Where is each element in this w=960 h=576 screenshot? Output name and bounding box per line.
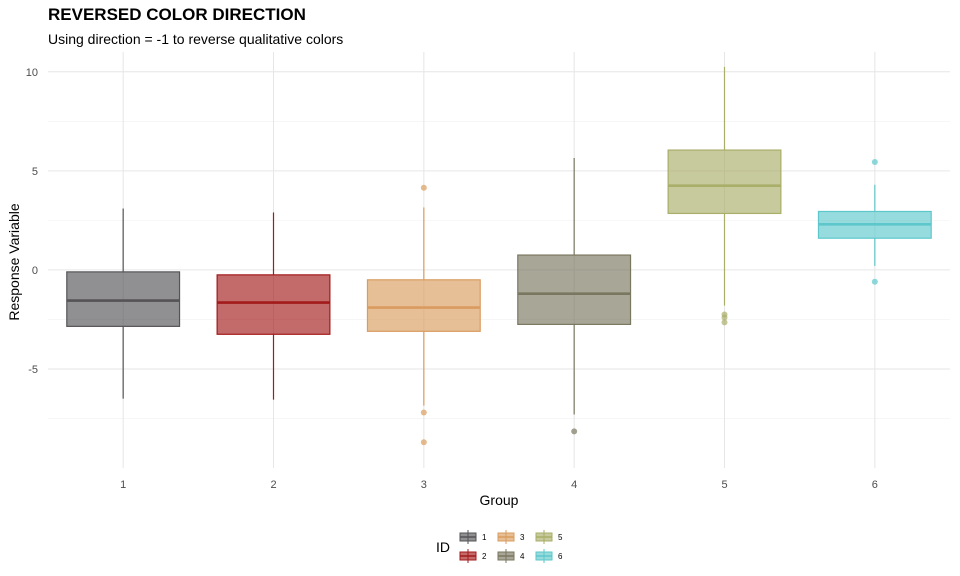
chart-title: REVERSED COLOR DIRECTION (48, 5, 306, 24)
box-group-6 (817, 158, 932, 285)
x-axis-title: Group (480, 492, 519, 508)
y-tick-label: 10 (26, 67, 38, 79)
legend-key-1 (459, 530, 477, 544)
legend-label: 5 (558, 533, 563, 542)
legend-key-4 (497, 549, 515, 563)
legend-label: 4 (520, 552, 525, 561)
x-tick-label: 6 (872, 479, 878, 491)
box (216, 274, 331, 335)
box-group-1 (66, 208, 181, 399)
outlier-point (571, 428, 578, 435)
box (66, 271, 181, 327)
y-tick-label: 5 (32, 166, 38, 178)
legend-label: 3 (520, 533, 525, 542)
outlier-point (871, 158, 878, 165)
legend-label: 1 (482, 533, 487, 542)
y-tick-label: -5 (28, 364, 38, 376)
y-tick-label: 0 (32, 265, 38, 277)
outlier-point (871, 278, 878, 285)
box-group-4 (517, 157, 632, 435)
legend-key-5 (535, 530, 553, 544)
x-tick-label: 1 (120, 479, 126, 491)
box (517, 254, 632, 325)
legend-label: 2 (482, 552, 487, 561)
box-group-3 (366, 184, 481, 446)
x-tick-label: 3 (421, 479, 427, 491)
box-group-2 (216, 212, 331, 400)
outlier-point (721, 314, 728, 321)
legend-key-6 (535, 549, 553, 563)
legend-key-2 (459, 549, 477, 563)
x-tick-label: 4 (571, 479, 577, 491)
legend-key-3 (497, 530, 515, 544)
chart-subtitle: Using direction = -1 to reverse qualitat… (48, 31, 344, 47)
outlier-point (420, 409, 427, 416)
box (667, 149, 782, 215)
x-tick-label: 2 (270, 479, 276, 491)
outlier-point (420, 439, 427, 446)
legend: ID 1 2 3 4 5 6 (436, 530, 563, 563)
x-tick-label: 5 (721, 479, 727, 491)
outlier-point (420, 184, 427, 191)
outlier-point (721, 319, 728, 326)
box-group-5 (667, 66, 782, 326)
legend-label: 6 (558, 552, 563, 561)
legend-title: ID (436, 539, 450, 555)
y-axis-title: Response Variable (6, 203, 22, 320)
box (366, 279, 481, 332)
